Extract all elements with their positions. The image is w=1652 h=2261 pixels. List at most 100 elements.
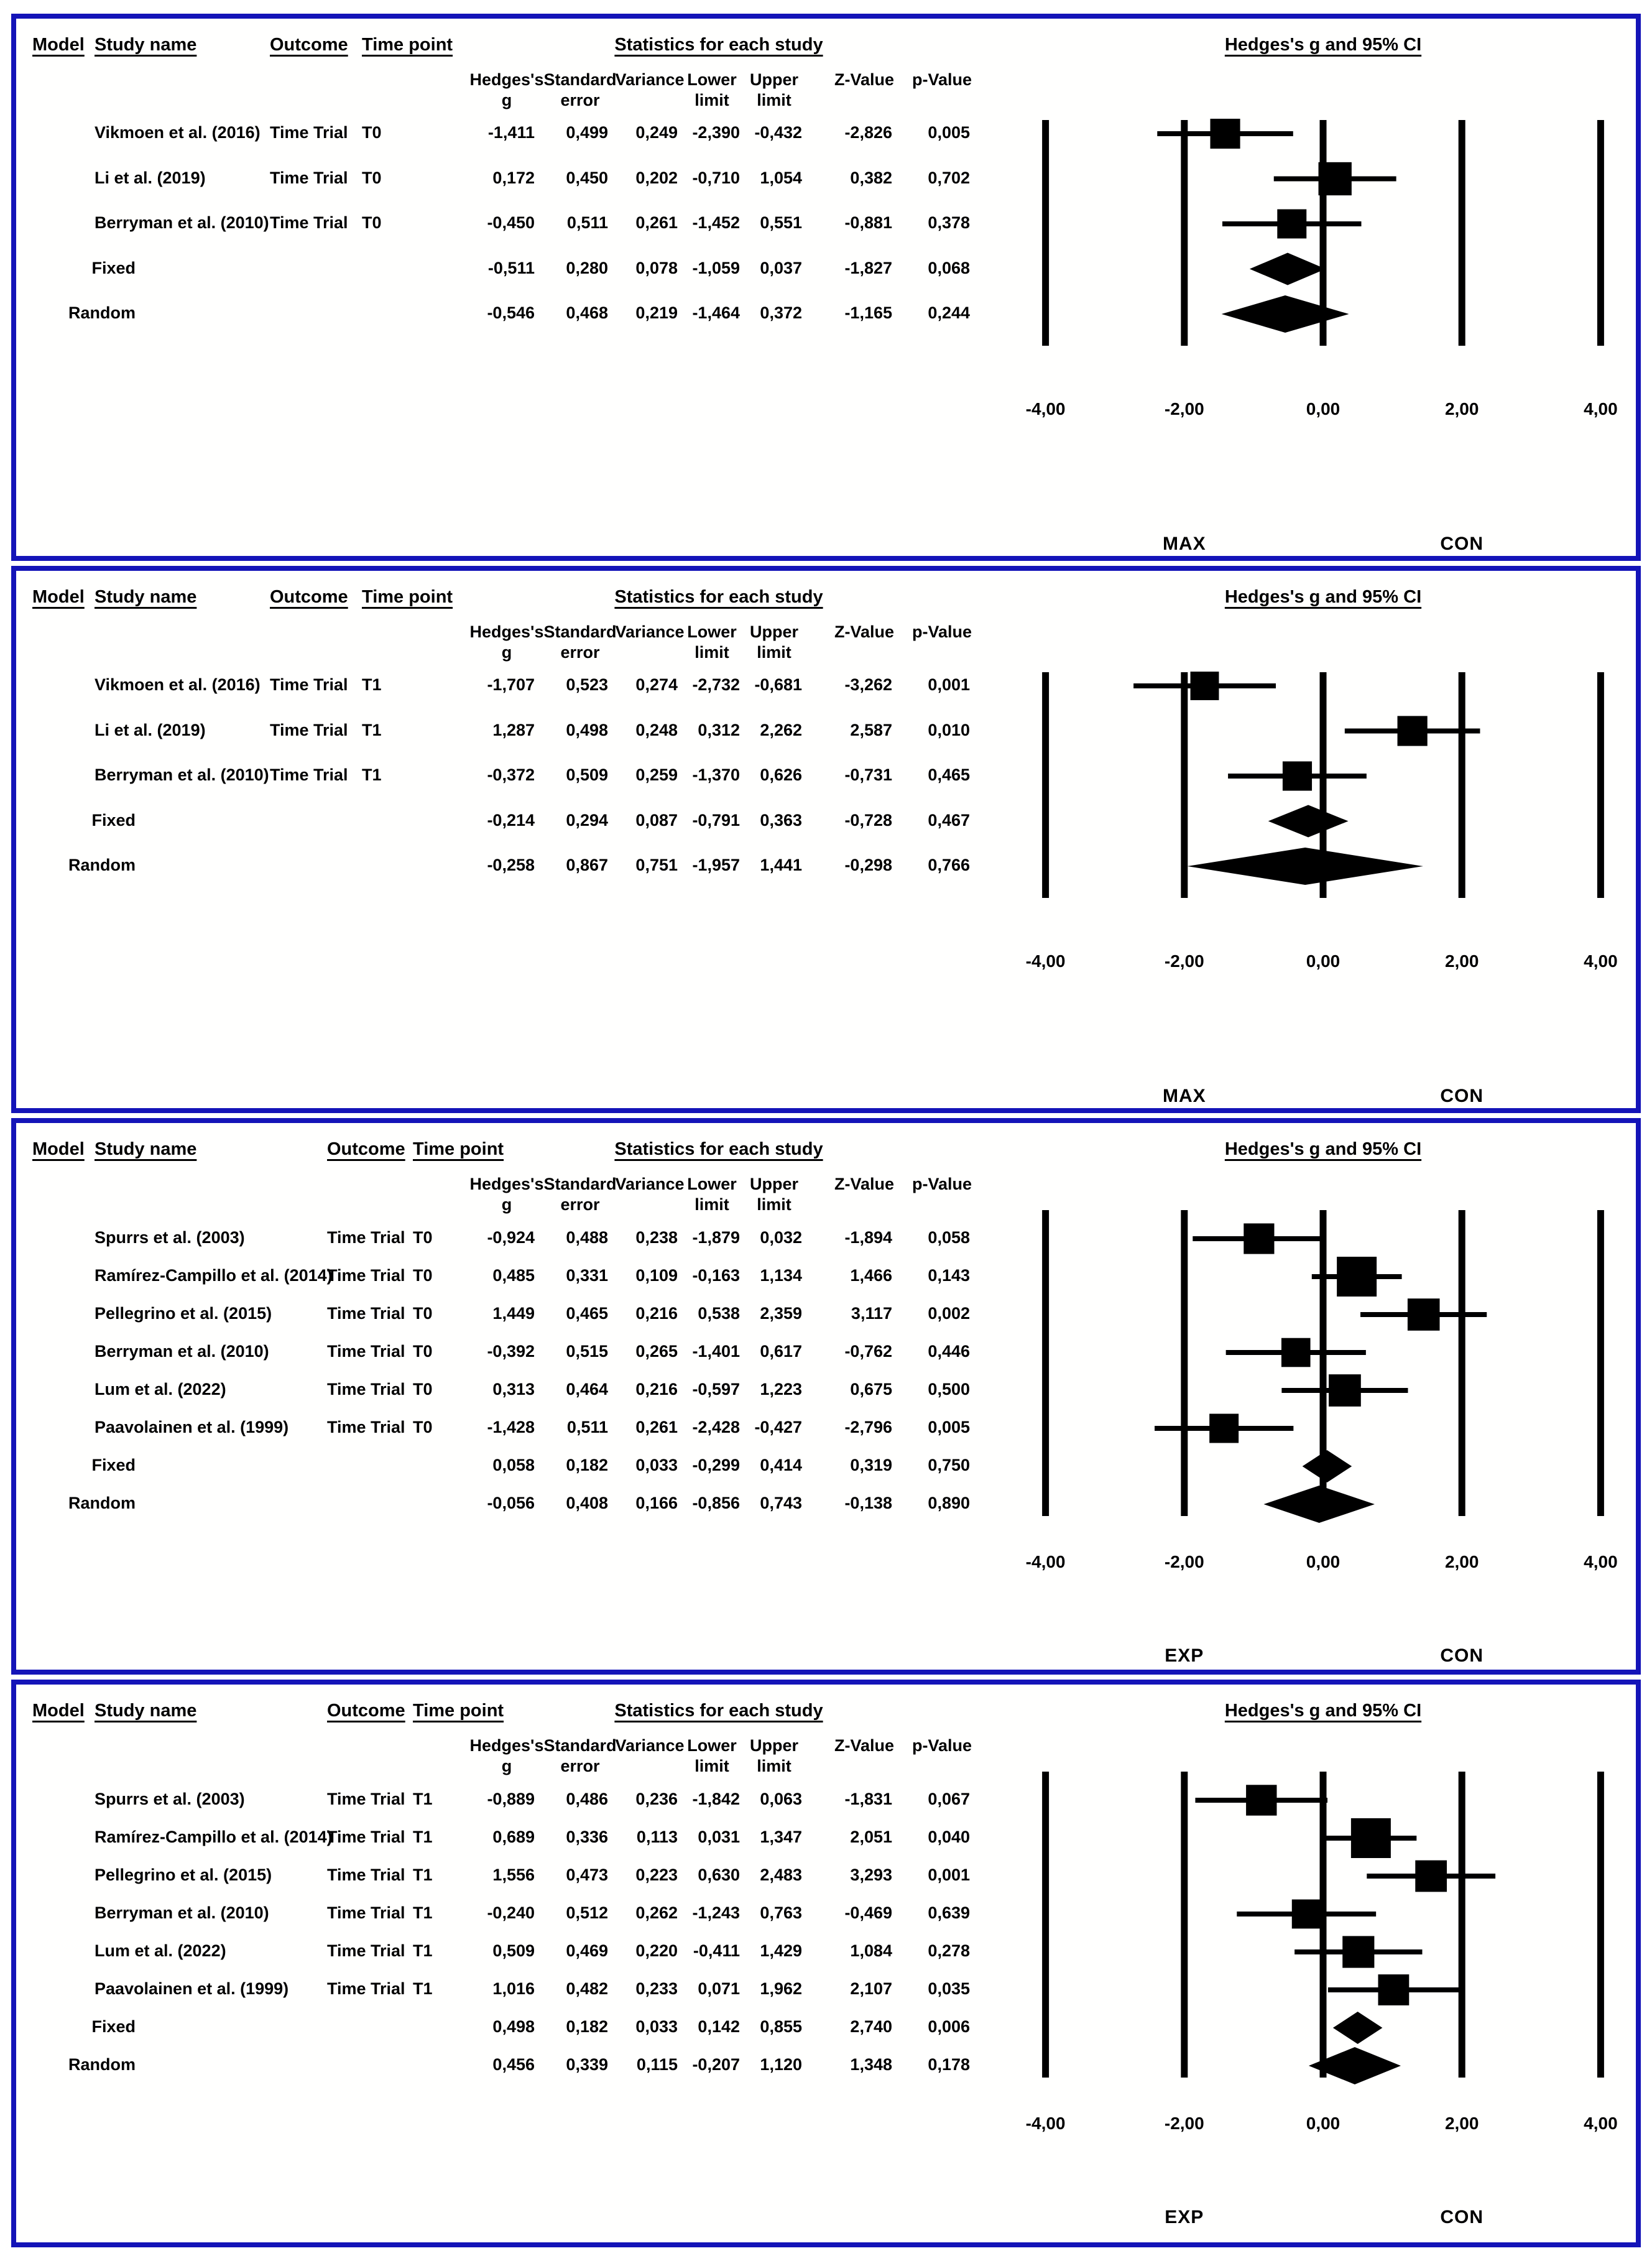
study-point-marker xyxy=(1318,162,1352,196)
stat-value-2: 0,223 xyxy=(635,1866,678,1884)
stat-value-2: 0,220 xyxy=(635,1941,678,1960)
axis-tick-label: 0,00 xyxy=(1306,399,1341,418)
stat-value-2: 0,261 xyxy=(635,213,678,232)
stat-value-0: 0,313 xyxy=(492,1380,535,1399)
time-point-value: T0 xyxy=(413,1266,433,1285)
stat-column-header-0-line1: Hedges's xyxy=(469,70,544,89)
stat-value-5: 0,382 xyxy=(850,168,892,187)
stat-value-4: 1,120 xyxy=(760,2055,802,2074)
time-point-value: T0 xyxy=(362,168,382,187)
stat-value-3: -1,957 xyxy=(692,856,740,874)
stat-column-header-4-line2: limit xyxy=(757,643,791,662)
stat-value-1: 0,523 xyxy=(566,675,608,694)
stat-value-1: 0,450 xyxy=(566,168,608,187)
stat-value-5: 0,675 xyxy=(850,1380,892,1399)
stat-value-0: -0,546 xyxy=(487,303,535,322)
study-name: Paavolainen et al. (1999) xyxy=(95,1979,289,1998)
stat-value-2: 0,033 xyxy=(635,1456,678,1474)
stat-value-5: -0,731 xyxy=(844,765,892,784)
statistics-section-header-label: Statistics for each study xyxy=(614,35,823,55)
stat-column-header-6-line2: p-Value xyxy=(911,1736,972,1755)
column-header-outcome-label: Outcome xyxy=(327,1139,405,1159)
outcome-value: Time Trial xyxy=(327,1228,405,1247)
column-header-time-point: Time point xyxy=(413,1139,504,1160)
stat-column-header-2-line2: Variance xyxy=(615,1736,685,1755)
stat-value-2: 0,078 xyxy=(635,258,678,277)
stat-value-6: 0,244 xyxy=(928,303,970,322)
axis-tick-label: -2,00 xyxy=(1164,951,1204,971)
outcome-value: Time Trial xyxy=(270,123,348,142)
stat-value-3: -0,411 xyxy=(693,1941,740,1960)
column-header-time-point-label: Time point xyxy=(413,1701,504,1721)
statistics-section-header: Statistics for each study xyxy=(532,1701,905,1721)
stat-value-6: 0,005 xyxy=(928,1418,970,1436)
time-point-value: T1 xyxy=(413,1941,433,1960)
stat-value-4: -0,432 xyxy=(754,123,802,142)
stat-value-4: 0,063 xyxy=(760,1790,802,1808)
stat-value-5: 2,107 xyxy=(850,1979,892,1998)
pooled-effect-diamond-fixed xyxy=(1249,252,1326,285)
stat-value-6: 0,500 xyxy=(928,1380,970,1399)
axis-gridline-0,00 xyxy=(1319,1210,1327,1516)
axis-tick-label: 4,00 xyxy=(1584,399,1618,418)
stat-column-header-2: Variance xyxy=(594,1174,706,1195)
stat-column-header-1-line2: error xyxy=(560,91,600,109)
stat-column-header-1: Standard error xyxy=(524,1174,636,1215)
axis-gridline-2,00 xyxy=(1458,672,1465,898)
stat-value-0: -0,392 xyxy=(487,1342,535,1361)
stat-value-6: 0,467 xyxy=(928,810,970,830)
study-name: Vikmoen et al. (2016) xyxy=(95,675,261,694)
axis-gridline--2,00 xyxy=(1181,1210,1188,1516)
column-header-model: Model xyxy=(32,1701,85,1721)
stat-value-5: -0,138 xyxy=(844,1494,892,1512)
statistics-section-header: Statistics for each study xyxy=(532,35,905,55)
column-header-time-point-label: Time point xyxy=(362,587,453,607)
stat-column-header-6: p-Value xyxy=(886,622,998,642)
axis-gridline-4,00 xyxy=(1597,1772,1604,2078)
stat-column-header-1-line2: error xyxy=(560,643,600,662)
study-point-marker xyxy=(1329,1374,1361,1407)
axis-tick-label: 4,00 xyxy=(1584,951,1618,971)
column-header-study-name: Study name xyxy=(95,35,196,55)
stat-value-1: 0,182 xyxy=(566,2017,608,2036)
axis-gridline-2,00 xyxy=(1458,120,1465,346)
stat-value-4: 0,372 xyxy=(760,303,802,322)
forest-panel-1: Model Study name Outcome Time point Statisti… xyxy=(11,14,1641,561)
stat-value-4: 0,763 xyxy=(760,1903,802,1922)
forest-plot-canvas xyxy=(1042,118,1604,346)
stat-value-0: 0,498 xyxy=(492,2017,535,2036)
stat-value-3: -1,879 xyxy=(692,1228,740,1247)
stat-value-1: 0,468 xyxy=(566,303,608,322)
stat-column-header-0-line2: g xyxy=(501,1757,512,1775)
stat-value-5: 3,117 xyxy=(851,1304,892,1323)
stat-value-4: 0,414 xyxy=(760,1456,802,1474)
stat-value-4: 0,617 xyxy=(760,1342,802,1361)
stat-value-4: -0,681 xyxy=(754,675,802,694)
stat-value-4: 0,855 xyxy=(760,2017,802,2036)
column-header-outcome: Outcome xyxy=(327,1139,405,1160)
stat-value-2: 0,274 xyxy=(635,675,678,694)
statistics-section-header-label: Statistics for each study xyxy=(614,1139,823,1159)
stat-value-5: -0,881 xyxy=(844,213,892,232)
stat-value-0: 1,016 xyxy=(492,1979,535,1998)
forest-panel-2: Model Study name Outcome Time point Statisti… xyxy=(11,566,1641,1113)
stat-value-6: 0,639 xyxy=(928,1903,970,1922)
time-point-value: T1 xyxy=(413,1790,433,1808)
stat-value-5: -0,469 xyxy=(844,1903,892,1922)
stat-value-4: 1,134 xyxy=(760,1266,802,1285)
stat-column-header-4: Upper limit xyxy=(718,1736,830,1777)
stat-value-4: 1,223 xyxy=(760,1380,802,1399)
study-name: Berryman et al. (2010) xyxy=(95,213,269,232)
pooled-effect-diamond-random xyxy=(1263,1486,1375,1523)
stat-value-4: 1,347 xyxy=(760,1828,802,1846)
stat-column-header-3-line2: limit xyxy=(694,1757,729,1775)
axis-gridline-4,00 xyxy=(1597,120,1604,346)
stat-value-2: 0,219 xyxy=(635,303,678,322)
stat-value-2: 0,259 xyxy=(635,765,678,784)
column-header-time-point-label: Time point xyxy=(413,1139,504,1159)
stat-column-header-4: Upper limit xyxy=(718,70,830,111)
plot-section-header-label: Hedges's g and 95% CI xyxy=(1224,1701,1422,1721)
stat-column-header-0: Hedges's g xyxy=(451,622,563,663)
column-header-model: Model xyxy=(32,587,85,608)
